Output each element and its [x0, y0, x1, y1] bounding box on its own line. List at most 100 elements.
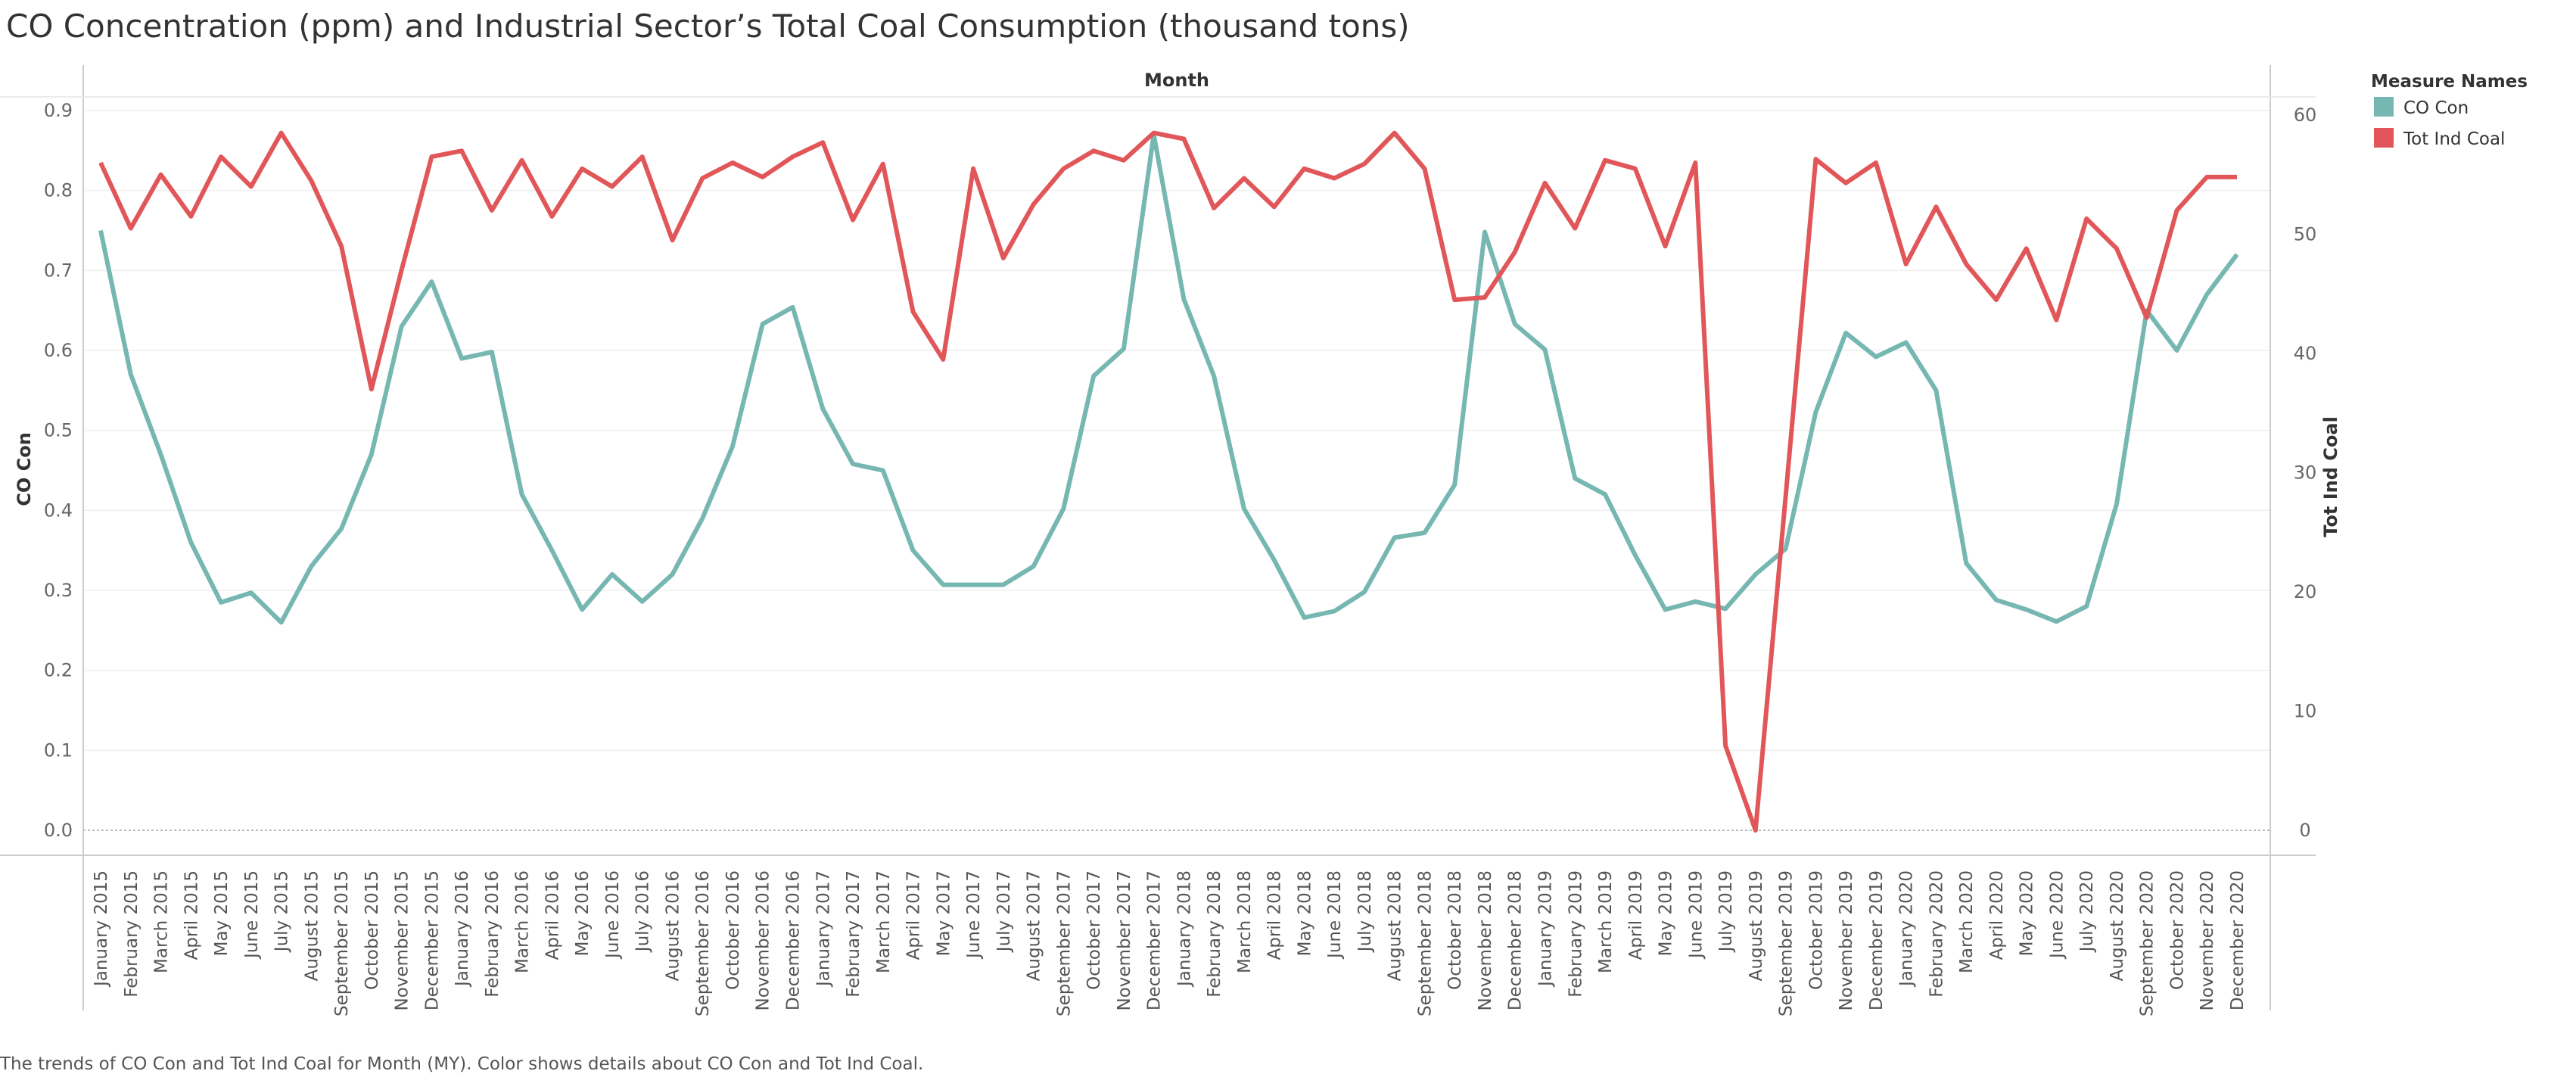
x-tick-label: September 2018: [1415, 870, 1435, 1016]
x-tick-label: October 2018: [1445, 870, 1465, 990]
x-tick-label: January 2018: [1174, 870, 1194, 988]
x-axis-tick-labels: January 2015 February 2015 March 2015 April…: [92, 870, 2248, 1016]
x-tick-label: November 2016: [754, 870, 773, 1011]
x-tick-label: March 2019: [1596, 870, 1616, 973]
x-tick-label: August 2018: [1386, 870, 1405, 981]
x-tick-label: December 2019: [1867, 870, 1887, 1010]
x-tick-label: March 2015: [152, 870, 172, 973]
x-tick-label: April 2016: [543, 870, 562, 960]
x-tick-label: September 2019: [1777, 870, 1797, 1016]
x-tick-label: December 2018: [1506, 870, 1526, 1010]
x-tick-label: September 2015: [332, 870, 352, 1016]
x-tick-label: November 2017: [1115, 870, 1134, 1011]
series-line-tot-ind-coal: [98, 130, 2237, 833]
x-tick-label: April 2017: [904, 870, 924, 960]
x-tick-label: January 2015: [92, 870, 111, 988]
x-tick-label: December 2017: [1145, 870, 1165, 1010]
x-tick-label: November 2019: [1837, 870, 1856, 1011]
x-tick-label: July 2019: [1716, 870, 1736, 953]
x-tick-label: April 2015: [182, 870, 201, 960]
x-axis-title: Month: [1144, 70, 1209, 91]
y-left-tick-label: 0.6: [44, 340, 73, 361]
series-lines: [98, 130, 2239, 833]
x-tick-label: June 2016: [603, 870, 623, 960]
y-left-tick-label: 0.9: [44, 100, 73, 121]
x-tick-label: April 2019: [1626, 870, 1646, 960]
x-tick-label: January 2016: [453, 870, 472, 988]
y-axis-right-title: Tot Ind Coal: [2320, 416, 2341, 537]
legend-title: Measure Names: [2371, 72, 2528, 92]
x-tick-label: July 2016: [633, 870, 653, 953]
y-right-tick-label: 30: [2294, 462, 2317, 484]
y-left-tick-label: 0.3: [44, 580, 73, 601]
y-right-tick-label: 0: [2299, 820, 2310, 841]
x-tick-label: August 2020: [2108, 870, 2127, 981]
legend-swatch-coal: [2374, 128, 2394, 148]
x-tick-label: February 2019: [1566, 870, 1585, 998]
x-tick-label: March 2020: [1957, 870, 1977, 973]
x-tick-label: October 2017: [1084, 870, 1104, 990]
y-left-tick-label: 0.7: [44, 260, 73, 281]
x-tick-label: December 2015: [422, 870, 442, 1010]
y-left-tick-label: 0.2: [44, 660, 73, 681]
x-tick-label: September 2020: [2138, 870, 2158, 1016]
x-tick-label: May 2016: [573, 870, 593, 956]
legend-swatch-co: [2374, 97, 2394, 117]
legend: Measure Names CO Con Tot Ind Coal: [2371, 72, 2528, 149]
x-tick-label: August 2019: [1747, 870, 1766, 981]
y-axis-left-ticks: 0.0 0.1 0.2 0.3 0.4 0.5 0.6 0.7 0.8 0.9: [44, 100, 73, 841]
x-tick-label: July 2017: [994, 870, 1014, 953]
x-tick-label: February 2020: [1927, 870, 1946, 998]
chart-title: CO Concentration (ppm) and Industrial Se…: [6, 8, 1410, 45]
x-tick-label: February 2018: [1205, 870, 1224, 998]
series-line-co-con: [98, 132, 2239, 625]
y-left-tick-label: 0.0: [44, 820, 73, 841]
x-tick-label: February 2015: [122, 870, 142, 998]
x-tick-label: July 2018: [1355, 870, 1375, 953]
x-tick-label: November 2015: [393, 870, 412, 1011]
x-tick-label: June 2019: [1686, 870, 1706, 960]
x-tick-label: March 2018: [1235, 870, 1255, 973]
x-tick-label: June 2017: [964, 870, 984, 960]
x-tick-label: December 2020: [2228, 870, 2248, 1010]
x-tick-label: May 2015: [212, 870, 232, 956]
x-tick-label: October 2015: [362, 870, 382, 990]
y-right-tick-label: 20: [2294, 581, 2317, 602]
y-right-tick-label: 10: [2294, 701, 2317, 722]
x-tick-label: November 2018: [1476, 870, 1495, 1011]
x-tick-label: December 2016: [783, 870, 803, 1010]
x-tick-label: June 2015: [242, 870, 262, 960]
x-tick-label: February 2017: [844, 870, 863, 998]
y-left-tick-label: 0.8: [44, 180, 73, 201]
y-left-tick-label: 0.5: [44, 420, 73, 441]
y-right-tick-label: 40: [2294, 343, 2317, 364]
x-tick-label: January 2020: [1897, 870, 1917, 988]
y-left-tick-label: 0.1: [44, 739, 73, 761]
x-tick-label: June 2020: [2047, 870, 2067, 960]
x-tick-label: September 2017: [1054, 870, 1074, 1016]
x-tick-label: May 2017: [934, 870, 954, 956]
legend-label-co: CO Con: [2403, 98, 2469, 118]
x-tick-label: August 2017: [1025, 870, 1044, 981]
x-tick-label: July 2015: [272, 870, 292, 953]
y-axis-left-title: CO Con: [14, 432, 35, 506]
y-right-tick-label: 50: [2294, 224, 2317, 245]
x-tick-label: July 2020: [2077, 870, 2097, 953]
x-tick-label: January 2019: [1536, 870, 1556, 988]
x-tick-label: April 2020: [1987, 870, 2007, 960]
x-tick-label: March 2017: [874, 870, 894, 973]
legend-label-coal: Tot Ind Coal: [2403, 129, 2505, 149]
y-left-tick-label: 0.4: [44, 500, 73, 521]
x-tick-label: January 2017: [814, 870, 833, 988]
x-tick-label: April 2018: [1265, 870, 1285, 960]
x-tick-label: February 2016: [483, 870, 502, 998]
x-tick-label: October 2016: [723, 870, 743, 990]
x-tick-label: June 2018: [1325, 870, 1345, 960]
x-tick-label: May 2020: [2018, 870, 2037, 956]
chart-caption: The trends of CO Con and Tot Ind Coal fo…: [0, 1054, 924, 1074]
x-tick-label: October 2019: [1806, 870, 1826, 990]
x-tick-label: September 2016: [693, 870, 713, 1016]
x-tick-label: August 2016: [663, 870, 683, 981]
x-tick-label: March 2016: [513, 870, 533, 973]
